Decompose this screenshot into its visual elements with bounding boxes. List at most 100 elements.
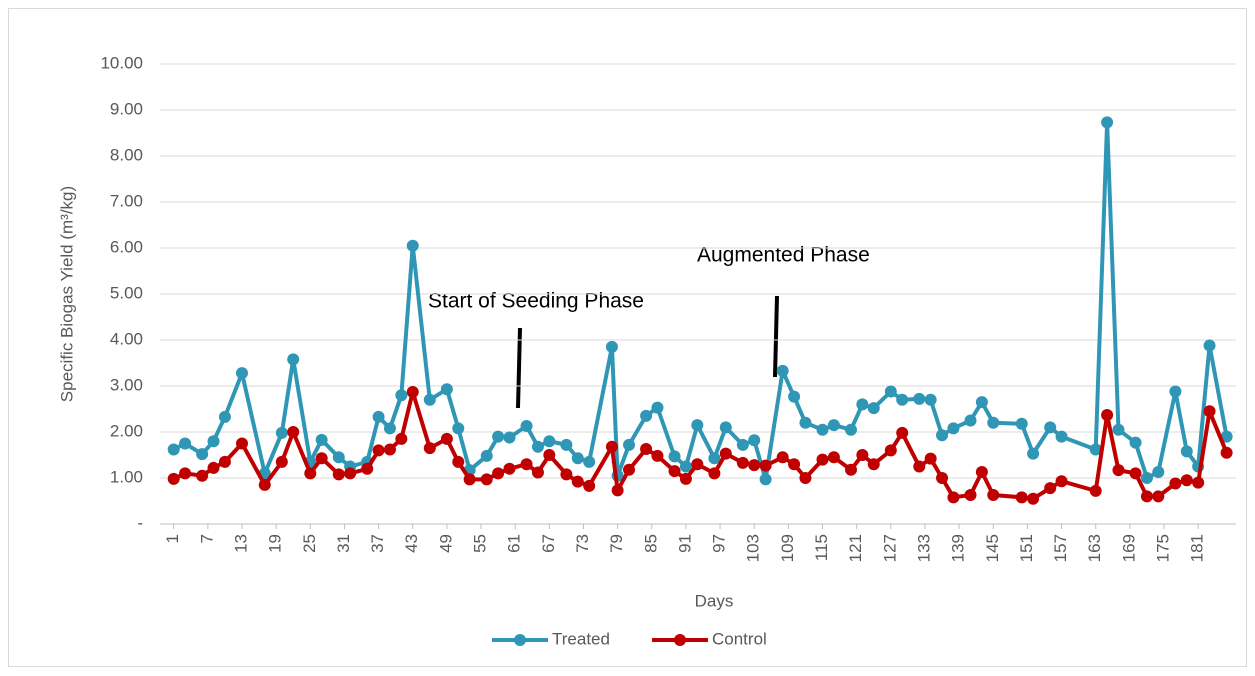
- series-marker: [1044, 421, 1057, 434]
- series-marker: [816, 423, 829, 436]
- y-tick-label: -: [137, 513, 143, 532]
- series-marker: [913, 392, 926, 405]
- x-tick-label: 79: [607, 534, 626, 553]
- series-marker: [235, 437, 248, 450]
- x-tick-label: 181: [1188, 534, 1207, 562]
- series-marker: [520, 458, 533, 471]
- x-tick-label: 175: [1153, 534, 1172, 562]
- series-marker: [867, 402, 880, 415]
- series-marker: [623, 463, 636, 476]
- series-marker: [947, 491, 960, 504]
- x-tick-label: 127: [880, 534, 899, 562]
- series-marker: [344, 467, 357, 480]
- series-marker: [287, 353, 300, 366]
- x-tick-label: 97: [710, 534, 729, 553]
- y-tick-label: 8.00: [110, 145, 143, 164]
- series-marker: [1192, 476, 1205, 489]
- x-tick-label: 103: [744, 534, 763, 562]
- series-marker: [1044, 482, 1057, 495]
- x-tick-label: 115: [812, 534, 831, 561]
- series-marker: [287, 426, 300, 438]
- series-marker: [1169, 477, 1182, 490]
- series-marker: [372, 410, 385, 423]
- series-marker: [372, 444, 385, 457]
- y-tick-label: 9.00: [110, 99, 143, 118]
- series-marker: [924, 452, 937, 465]
- series-marker: [423, 393, 436, 406]
- series-marker: [196, 448, 209, 461]
- series-marker: [947, 422, 960, 435]
- series-marker: [1089, 484, 1102, 497]
- series-marker: [218, 410, 231, 423]
- series-marker: [1129, 467, 1142, 480]
- series-marker: [736, 438, 749, 451]
- series-marker: [1140, 490, 1153, 503]
- y-tick-label: 4.00: [110, 329, 143, 348]
- series-marker: [719, 421, 732, 434]
- x-tick-label: 91: [675, 534, 694, 553]
- series-marker: [827, 451, 840, 464]
- series-line: [172, 389, 1229, 501]
- series-marker: [691, 419, 704, 432]
- legend-label: Treated: [552, 629, 610, 648]
- series-marker: [844, 463, 857, 476]
- series-marker: [1203, 339, 1216, 352]
- series-marker: [520, 420, 533, 433]
- annotation-pointer: [516, 327, 522, 409]
- series-marker: [1015, 417, 1028, 430]
- series-marker: [258, 478, 271, 491]
- series-line: [172, 120, 1229, 482]
- series-marker: [827, 419, 840, 432]
- series-marker: [167, 443, 180, 456]
- series-marker: [383, 443, 396, 456]
- x-tick-label: 109: [778, 534, 797, 562]
- series-marker: [167, 472, 180, 485]
- series-marker: [480, 473, 493, 486]
- x-tick-label: 85: [641, 534, 660, 553]
- series-marker: [332, 451, 345, 464]
- series-marker: [759, 459, 772, 472]
- chart-frame: [8, 8, 1247, 667]
- series-marker: [179, 437, 192, 450]
- series-marker: [1101, 408, 1114, 421]
- series-marker: [748, 459, 761, 472]
- series-marker: [708, 467, 721, 480]
- series-marker: [611, 484, 624, 497]
- series-marker: [395, 389, 408, 402]
- x-tick-label: 151: [1017, 534, 1036, 562]
- x-tick-label: 169: [1119, 534, 1138, 562]
- y-tick-label: 10.00: [100, 53, 143, 72]
- series-marker: [543, 435, 556, 448]
- series-marker: [1140, 472, 1153, 484]
- series-marker: [1180, 445, 1193, 458]
- series-marker: [179, 467, 192, 480]
- x-tick-label: 31: [334, 534, 353, 553]
- series-marker: [799, 472, 812, 484]
- series-marker: [1112, 423, 1125, 436]
- series-marker: [304, 467, 317, 480]
- series-marker: [406, 385, 419, 398]
- series-marker: [361, 462, 374, 475]
- series-marker: [623, 438, 636, 451]
- series-marker: [640, 409, 653, 422]
- series-marker: [275, 426, 288, 439]
- x-tick-label: 157: [1051, 534, 1070, 562]
- series-marker: [799, 416, 812, 429]
- series-marker: [1055, 475, 1068, 488]
- series-marker: [776, 364, 789, 377]
- series-marker: [867, 458, 880, 471]
- x-tick-label: 133: [914, 534, 933, 562]
- x-tick-label: 67: [539, 534, 558, 553]
- series-marker: [924, 393, 937, 406]
- series-marker: [583, 479, 596, 492]
- x-tick-label: 19: [266, 534, 285, 553]
- y-tick-label: 6.00: [110, 237, 143, 256]
- series-marker: [1015, 491, 1028, 504]
- series-marker: [207, 461, 220, 474]
- x-tick-label: 37: [368, 534, 387, 553]
- series-marker: [788, 390, 801, 403]
- series-marker: [651, 401, 664, 414]
- series-marker: [788, 458, 801, 471]
- annotation: Augmented Phase: [697, 244, 870, 267]
